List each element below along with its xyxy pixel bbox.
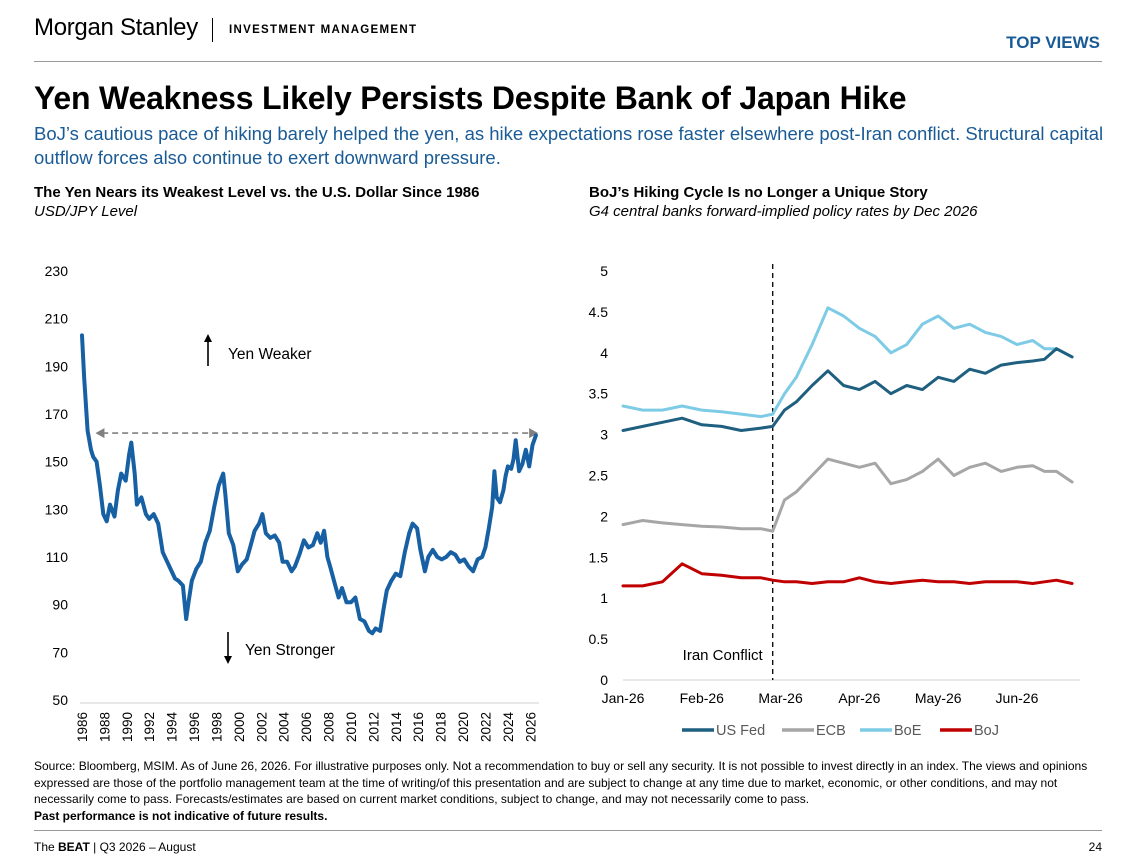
page-number: 24 — [1088, 840, 1102, 854]
policy-rates-chart: 5 4.5 4 3.5 3 2.5 2 1.5 1 0.5 0 Jan-26 Feb-26 Mar-26 A… — [589, 263, 1080, 739]
y-tick-label: 110 — [46, 549, 69, 565]
footer-issue: | Q3 2026 – August — [89, 840, 196, 854]
x-tick-label: Apr-26 — [838, 690, 880, 706]
annotation-yen-stronger: Yen Stronger — [245, 642, 335, 659]
x-tick-label: Jun-26 — [996, 690, 1039, 706]
y-tick-label: 50 — [52, 692, 68, 708]
page-title: Yen Weakness Likely Persists Despite Ban… — [34, 80, 907, 116]
x-tick-label: 2020 — [456, 712, 471, 742]
y-tick-label: 3.5 — [589, 386, 609, 402]
reference-arrowhead-right — [529, 428, 539, 439]
y-tick-label: 90 — [52, 597, 68, 613]
division-label: INVESTMENT MANAGEMENT — [229, 24, 418, 36]
footer-rule — [34, 830, 1102, 831]
y-tick-label: 70 — [52, 644, 68, 660]
y-tick-label: 4 — [600, 345, 608, 361]
source-note: Source: Bloomberg, MSIM. As of June 26, … — [34, 758, 1094, 824]
x-tick-label: May-26 — [915, 690, 962, 706]
usdjpy-line — [80, 333, 538, 636]
x-tick-label: 2014 — [389, 711, 404, 742]
x-tick-label: 1998 — [209, 712, 224, 742]
x-tick-label: Feb-26 — [680, 690, 725, 706]
down-arrow-head — [224, 656, 232, 664]
event-label: Iran Conflict — [683, 647, 764, 664]
up-arrow-head — [204, 334, 212, 342]
series-line-ecb — [621, 457, 1074, 533]
legend-label: ECB — [816, 723, 846, 739]
logo-divider — [212, 18, 213, 42]
y-tick-label: 2 — [600, 508, 608, 524]
y-tick-label: 1.5 — [589, 549, 609, 565]
x-tick-label: 2000 — [232, 712, 247, 742]
right-chart-title: BoJ’s Hiking Cycle Is no Longer a Unique… — [589, 184, 928, 201]
usdjpy-chart: 230 210 190 170 150 130 110 90 70 50 1986 1988 1990 1… — [45, 263, 539, 742]
section-tag: TOP VIEWS — [1006, 33, 1100, 52]
y-tick-label: 3 — [600, 427, 608, 443]
series-line-us-fed — [621, 347, 1074, 432]
series-line-boj — [621, 562, 1074, 588]
header-rule — [34, 61, 1102, 62]
x-tick-label: 1990 — [120, 712, 135, 742]
x-tick-label: Mar-26 — [758, 690, 803, 706]
page-subtitle: BoJ’s cautious pace of hiking barely hel… — [34, 123, 1104, 168]
y-tick-label: 0.5 — [589, 631, 609, 647]
y-tick-label: 190 — [45, 358, 69, 374]
x-tick-label: 1986 — [75, 712, 90, 742]
x-tick-label: 1992 — [142, 712, 157, 742]
legend-label: BoJ — [974, 723, 999, 739]
reference-arrowhead-left — [95, 428, 105, 439]
y-tick-label: 210 — [45, 311, 69, 327]
footer-brand: BEAT — [58, 840, 90, 854]
series-line-boe — [621, 306, 1074, 419]
x-tick-label: 2024 — [501, 711, 516, 742]
x-tick-label: 2016 — [411, 712, 426, 742]
left-chart-title: The Yen Nears its Weakest Level vs. the … — [34, 184, 480, 201]
footer: The BEAT | Q3 2026 – August — [34, 840, 196, 854]
left-chart-subtitle: USD/JPY Level — [34, 203, 138, 220]
y-tick-label: 0 — [600, 672, 608, 688]
y-tick-label: 170 — [45, 406, 69, 422]
y-tick-label: 150 — [45, 454, 69, 470]
x-tick-label: 2022 — [478, 712, 493, 742]
annotation-yen-weaker: Yen Weaker — [228, 346, 312, 363]
y-tick-label: 5 — [600, 263, 608, 279]
y-tick-label: 130 — [45, 501, 69, 517]
y-tick-label: 230 — [45, 263, 69, 279]
x-tick-label: 1988 — [97, 712, 112, 742]
x-tick-label: Jan-26 — [602, 690, 645, 706]
y-tick-label: 1 — [600, 590, 608, 606]
right-chart-subtitle: G4 central banks forward-implied policy … — [589, 203, 978, 220]
x-tick-label: 2008 — [322, 712, 337, 742]
x-tick-label: 2002 — [254, 712, 269, 742]
y-tick-label: 4.5 — [589, 304, 609, 320]
x-tick-label: 2004 — [277, 711, 292, 742]
footer-prefix: The — [34, 840, 59, 854]
x-tick-label: 2018 — [434, 712, 449, 742]
x-tick-label: 1994 — [165, 711, 180, 742]
past-performance-note: Past performance is not indicative of fu… — [34, 808, 328, 823]
x-tick-label: 2006 — [299, 712, 314, 742]
x-tick-label: 2026 — [523, 712, 538, 742]
y-tick-label: 2.5 — [589, 468, 609, 484]
x-tick-label: 2010 — [344, 712, 359, 742]
legend-label: BoE — [894, 723, 922, 739]
x-tick-label: 2012 — [366, 712, 381, 742]
x-tick-label: 1996 — [187, 712, 202, 742]
source-text: Source: Bloomberg, MSIM. As of June 26, … — [34, 759, 1088, 806]
legend-label: US Fed — [716, 723, 765, 739]
logo-wordmark: Morgan Stanley — [34, 14, 198, 41]
